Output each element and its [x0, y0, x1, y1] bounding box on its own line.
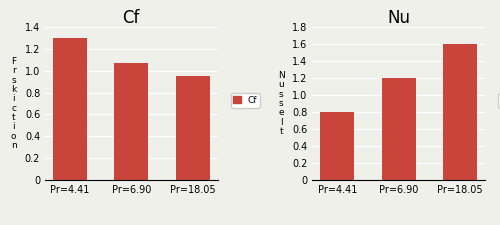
Y-axis label: N
u
s
s
e
l
t: N u s s e l t	[278, 71, 284, 136]
Bar	[114, 63, 148, 180]
Legend: Nu: Nu	[498, 93, 500, 108]
Bar	[176, 76, 210, 180]
Bar	[53, 38, 86, 180]
Legend: Cf: Cf	[230, 93, 260, 108]
Title: Nu: Nu	[387, 9, 410, 27]
Bar	[444, 44, 477, 180]
Title: Cf: Cf	[122, 9, 140, 27]
Bar	[320, 112, 354, 180]
Y-axis label: F
r
s
k
i
c
t
i
o
n: F r s k i c t i o n	[11, 57, 16, 150]
Bar	[382, 78, 416, 180]
